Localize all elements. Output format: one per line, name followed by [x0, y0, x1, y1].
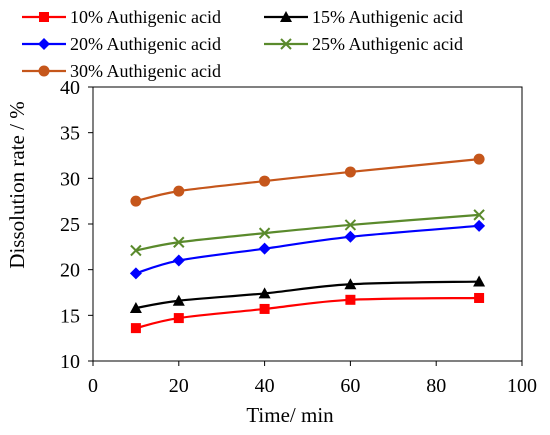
legend-label: 25% Authigenic acid — [312, 34, 463, 54]
data-point — [258, 287, 271, 299]
series-line — [135, 158, 480, 203]
legend-marker — [280, 38, 292, 50]
data-point — [130, 323, 141, 334]
data-point — [173, 236, 185, 248]
legend-marker — [38, 38, 50, 50]
y-tick-label: 40 — [60, 77, 80, 99]
data-point — [129, 267, 142, 280]
legend-item-4: 25% Authigenic acid — [264, 34, 463, 54]
y-tick-label: 15 — [60, 305, 80, 327]
data-point — [473, 153, 485, 165]
data-point — [173, 185, 185, 197]
legend-marker — [39, 12, 49, 22]
series-line — [135, 296, 480, 330]
data-point — [172, 294, 185, 306]
series-line — [135, 280, 480, 310]
y-tick-label: 30 — [60, 168, 80, 190]
series-1 — [130, 292, 485, 334]
legend-marker — [280, 11, 292, 22]
x-tick-label: 20 — [169, 375, 189, 397]
data-point — [344, 278, 357, 290]
legend-item-2: 15% Authigenic acid — [264, 7, 463, 27]
y-axis: 10 15 20 25 30 35 40 — [60, 77, 93, 373]
data-point — [345, 294, 356, 305]
legend: 10% Authigenic acid 15% Authigenic acid 20… — [22, 7, 463, 81]
data-point — [258, 242, 271, 255]
legend-label: 30% Authigenic acid — [70, 61, 221, 81]
data-point — [258, 227, 271, 239]
y-tick-label: 35 — [60, 123, 80, 145]
plot-frame — [92, 86, 523, 362]
data-point — [129, 302, 142, 314]
legend-label: 20% Authigenic acid — [70, 34, 221, 54]
legend-item-1: 10% Authigenic acid — [22, 7, 221, 27]
data-point — [172, 254, 185, 267]
x-tick-label: 80 — [426, 375, 446, 397]
series-line — [135, 213, 480, 252]
legend-label: 15% Authigenic acid — [312, 7, 463, 27]
legend-item-5: 30% Authigenic acid — [22, 61, 221, 81]
y-axis-label: Dissolution rate / % — [5, 101, 29, 268]
plot-area — [92, 86, 523, 362]
series-group — [129, 153, 486, 334]
data-point — [130, 195, 142, 207]
data-point — [259, 303, 270, 314]
data-point — [344, 219, 357, 231]
data-point — [474, 292, 485, 303]
x-tick-label: 100 — [507, 375, 537, 397]
data-point — [473, 219, 486, 232]
legend-label: 10% Authigenic acid — [70, 7, 221, 27]
legend-item-3: 20% Authigenic acid — [22, 34, 221, 54]
series-2 — [129, 275, 486, 314]
x-tick-label: 0 — [88, 375, 98, 397]
y-tick-label: 10 — [60, 351, 80, 373]
data-point — [473, 209, 485, 221]
data-point — [130, 244, 142, 257]
data-point — [473, 275, 486, 287]
series-line — [135, 224, 480, 275]
data-point — [259, 175, 271, 187]
data-point — [344, 230, 357, 243]
y-tick-label: 20 — [60, 260, 80, 282]
data-point — [173, 313, 184, 324]
x-tick-label: 60 — [340, 375, 360, 397]
x-tick-label: 40 — [255, 375, 275, 397]
x-axis-label: Time/ min — [246, 403, 334, 427]
series-3 — [129, 219, 486, 280]
y-tick-label: 25 — [60, 214, 80, 236]
series-4 — [130, 209, 485, 257]
x-axis: 0 20 40 60 80 100 — [88, 361, 537, 397]
data-point — [344, 166, 356, 178]
legend-marker — [38, 65, 50, 77]
series-5 — [130, 153, 485, 207]
